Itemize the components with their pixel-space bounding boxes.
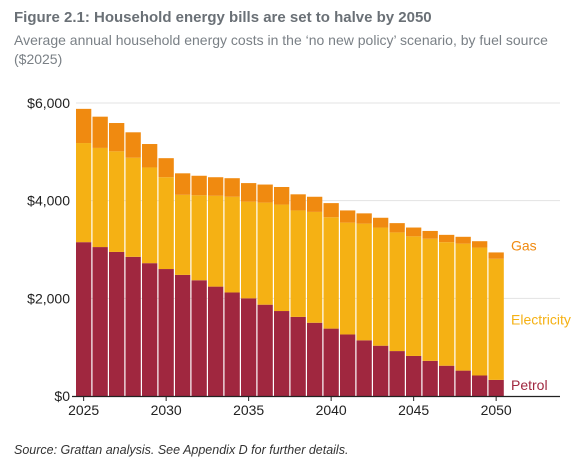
bar-gas-2038 [290,194,306,211]
bar-electricity-2033 [208,195,224,287]
bar-electricity-2029 [142,167,158,264]
bar-petrol-2050 [488,379,504,396]
source-note: Source: Grattan analysis. See Appendix D… [14,443,349,457]
x-tick-label: 2025 [68,402,99,418]
bar-petrol-2046 [422,360,438,396]
bar-electricity-2027 [109,151,125,252]
bar-gas-2042 [356,213,372,224]
bar-gas-2028 [125,132,141,158]
bar-gas-2025 [76,108,92,144]
bar-petrol-2032 [191,280,207,396]
bar-petrol-2034 [224,292,240,396]
bar-petrol-2044 [389,351,405,396]
bar-gas-2045 [406,227,422,237]
bar-petrol-2041 [340,334,356,396]
bar-gas-2037 [274,186,290,205]
bar-electricity-2042 [356,223,372,341]
x-tick-label: 2035 [233,402,264,418]
bar-gas-2026 [92,116,108,148]
bar-gas-2031 [175,173,191,195]
x-tick-label: 2030 [151,402,182,418]
bar-petrol-2039 [307,322,323,396]
bar-petrol-2048 [455,370,471,396]
bar-petrol-2030 [158,269,174,396]
bar-gas-2039 [307,196,323,212]
bar-electricity-2038 [290,210,306,317]
bar-gas-2029 [142,144,158,168]
bar-gas-2030 [158,158,174,178]
bar-electricity-2025 [76,143,92,243]
bar-gas-2027 [109,123,125,152]
bar-electricity-2043 [373,227,389,346]
bar-gas-2049 [472,241,488,248]
bar-petrol-2038 [290,316,306,396]
bar-electricity-2045 [406,236,422,356]
x-tick-label: 2040 [316,402,347,418]
bar-electricity-2044 [389,232,405,352]
bar-electricity-2034 [224,196,240,293]
y-tick-label: $4,000 [27,193,70,209]
bar-electricity-2049 [472,247,488,376]
series-label-petrol: Petrol [511,377,548,393]
bar-electricity-2037 [274,204,290,312]
bar-electricity-2041 [340,222,356,335]
bar-gas-2041 [340,210,356,223]
y-tick-label: $6,000 [27,95,70,111]
bar-petrol-2029 [142,263,158,396]
bar-petrol-2031 [175,274,191,396]
bar-petrol-2047 [439,365,455,396]
y-tick-label: $2,000 [27,290,70,306]
bar-electricity-2039 [307,211,323,323]
bar-gas-2035 [241,183,257,202]
bar-gas-2033 [208,177,224,196]
bar-electricity-2028 [125,157,141,257]
bar-petrol-2042 [356,340,372,396]
bar-electricity-2035 [241,201,257,299]
y-tick-label: $0 [54,388,70,404]
bar-gas-2044 [389,223,405,233]
bar-petrol-2037 [274,311,290,396]
bar-petrol-2043 [373,345,389,396]
bar-electricity-2026 [92,147,108,248]
chart-title: Figure 2.1: Household energy bills are s… [14,9,432,26]
bar-gas-2050 [488,252,504,259]
bar-gas-2040 [323,203,339,218]
chart-subtitle: Average annual household energy costs in… [14,32,548,67]
bar-petrol-2036 [257,304,273,396]
bar-electricity-2048 [455,243,471,371]
bar-electricity-2036 [257,202,273,305]
bar-electricity-2031 [175,194,191,275]
bar-petrol-2049 [472,375,488,396]
bar-petrol-2045 [406,355,422,396]
bar-petrol-2026 [92,247,108,396]
series-label-gas: Gas [511,237,537,253]
bar-gas-2036 [257,184,273,203]
bar-gas-2046 [422,230,438,239]
bar-electricity-2050 [488,258,504,380]
series-label-electricity: Electricity [511,311,571,327]
bar-petrol-2033 [208,286,224,396]
bar-petrol-2027 [109,251,125,396]
bar-electricity-2046 [422,238,438,361]
bar-electricity-2040 [323,217,339,329]
bar-electricity-2047 [439,242,455,366]
bar-petrol-2035 [241,298,257,396]
bar-gas-2048 [455,236,471,244]
bar-gas-2032 [191,175,207,196]
x-tick-label: 2045 [398,402,429,418]
bar-gas-2034 [224,178,240,197]
bar-petrol-2040 [323,328,339,396]
bar-petrol-2028 [125,256,141,396]
bar-gas-2047 [439,234,455,243]
bar-gas-2043 [373,217,389,228]
bar-petrol-2025 [76,242,92,396]
bar-electricity-2032 [191,195,207,281]
x-tick-label: 2050 [481,402,512,418]
bar-electricity-2030 [158,177,174,270]
